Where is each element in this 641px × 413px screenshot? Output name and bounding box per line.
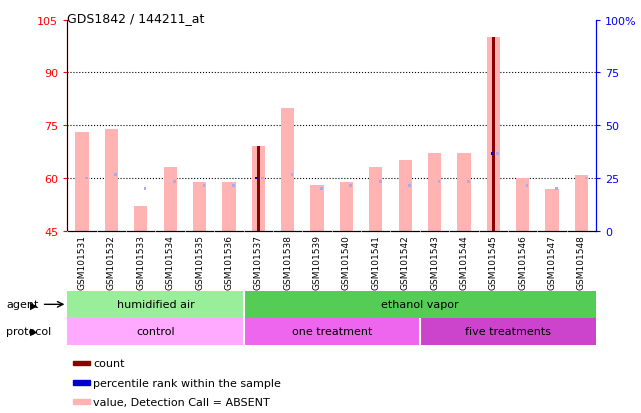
Bar [262, 177, 264, 180]
Text: control: control [136, 326, 175, 337]
Text: GSM101544: GSM101544 [460, 234, 469, 289]
Text: humidified air: humidified air [117, 299, 194, 310]
Text: GSM101545: GSM101545 [489, 234, 498, 289]
Text: GSM101538: GSM101538 [283, 234, 292, 289]
Text: GSM101536: GSM101536 [224, 234, 233, 289]
Text: GSM101543: GSM101543 [430, 234, 439, 289]
Bar [72, 380, 90, 385]
Bar [545, 189, 559, 231]
Bar [408, 184, 411, 187]
Bar [193, 182, 206, 231]
Text: agent: agent [6, 299, 39, 310]
Text: GSM101542: GSM101542 [401, 234, 410, 289]
Bar [496, 153, 499, 155]
Text: count: count [93, 358, 124, 368]
Text: GSM101540: GSM101540 [342, 234, 351, 289]
Text: GSM101548: GSM101548 [577, 234, 586, 289]
Bar [281, 109, 294, 231]
Bar [163, 168, 177, 231]
Text: ▶: ▶ [29, 326, 37, 337]
Text: value, Detection Call = ABSENT: value, Detection Call = ABSENT [93, 396, 270, 406]
Bar [173, 181, 176, 183]
Bar [420, 318, 596, 345]
Bar [492, 38, 495, 231]
Bar [203, 184, 205, 187]
Text: GSM101539: GSM101539 [313, 234, 322, 289]
Bar [134, 206, 147, 231]
Bar [487, 38, 500, 231]
Bar [222, 182, 235, 231]
Bar [76, 133, 88, 231]
Bar [575, 175, 588, 231]
Bar [144, 188, 147, 190]
Text: five treatments: five treatments [465, 326, 551, 337]
Bar [516, 178, 529, 231]
Text: one treatment: one treatment [292, 326, 372, 337]
Bar [457, 154, 470, 231]
Bar [291, 174, 294, 176]
Bar [428, 154, 441, 231]
Bar [244, 318, 420, 345]
Bar [438, 181, 440, 183]
Text: GSM101546: GSM101546 [518, 234, 527, 289]
Text: GSM101531: GSM101531 [78, 234, 87, 289]
Bar [369, 168, 383, 231]
Bar [585, 177, 587, 180]
Text: GSM101534: GSM101534 [165, 234, 174, 289]
Text: GSM101533: GSM101533 [137, 234, 146, 289]
Text: ▶: ▶ [29, 299, 37, 310]
Text: percentile rank within the sample: percentile rank within the sample [93, 378, 281, 388]
Text: GSM101535: GSM101535 [195, 234, 204, 289]
Bar [115, 174, 117, 176]
Bar [244, 291, 596, 318]
Bar [349, 184, 352, 187]
Bar [310, 186, 324, 231]
Text: GDS1842 / 144211_at: GDS1842 / 144211_at [67, 12, 204, 25]
Bar [72, 399, 90, 404]
Bar [340, 182, 353, 231]
Text: protocol: protocol [6, 326, 52, 337]
Text: GSM101537: GSM101537 [254, 234, 263, 289]
Bar [379, 181, 381, 183]
Text: GSM101532: GSM101532 [107, 234, 116, 289]
Bar [252, 147, 265, 231]
Bar [526, 184, 528, 187]
Text: GSM101541: GSM101541 [371, 234, 380, 289]
Bar [67, 291, 244, 318]
Bar [85, 177, 88, 180]
Bar [67, 318, 244, 345]
Bar [257, 147, 260, 231]
Bar [320, 188, 323, 190]
Bar [232, 184, 235, 187]
Bar [555, 188, 558, 190]
Bar [399, 161, 412, 231]
Bar [104, 130, 118, 231]
Bar [256, 177, 258, 180]
Bar [467, 181, 470, 183]
Text: GSM101547: GSM101547 [547, 234, 556, 289]
Bar [490, 153, 493, 155]
Text: ethanol vapor: ethanol vapor [381, 299, 459, 310]
Bar [72, 361, 90, 365]
